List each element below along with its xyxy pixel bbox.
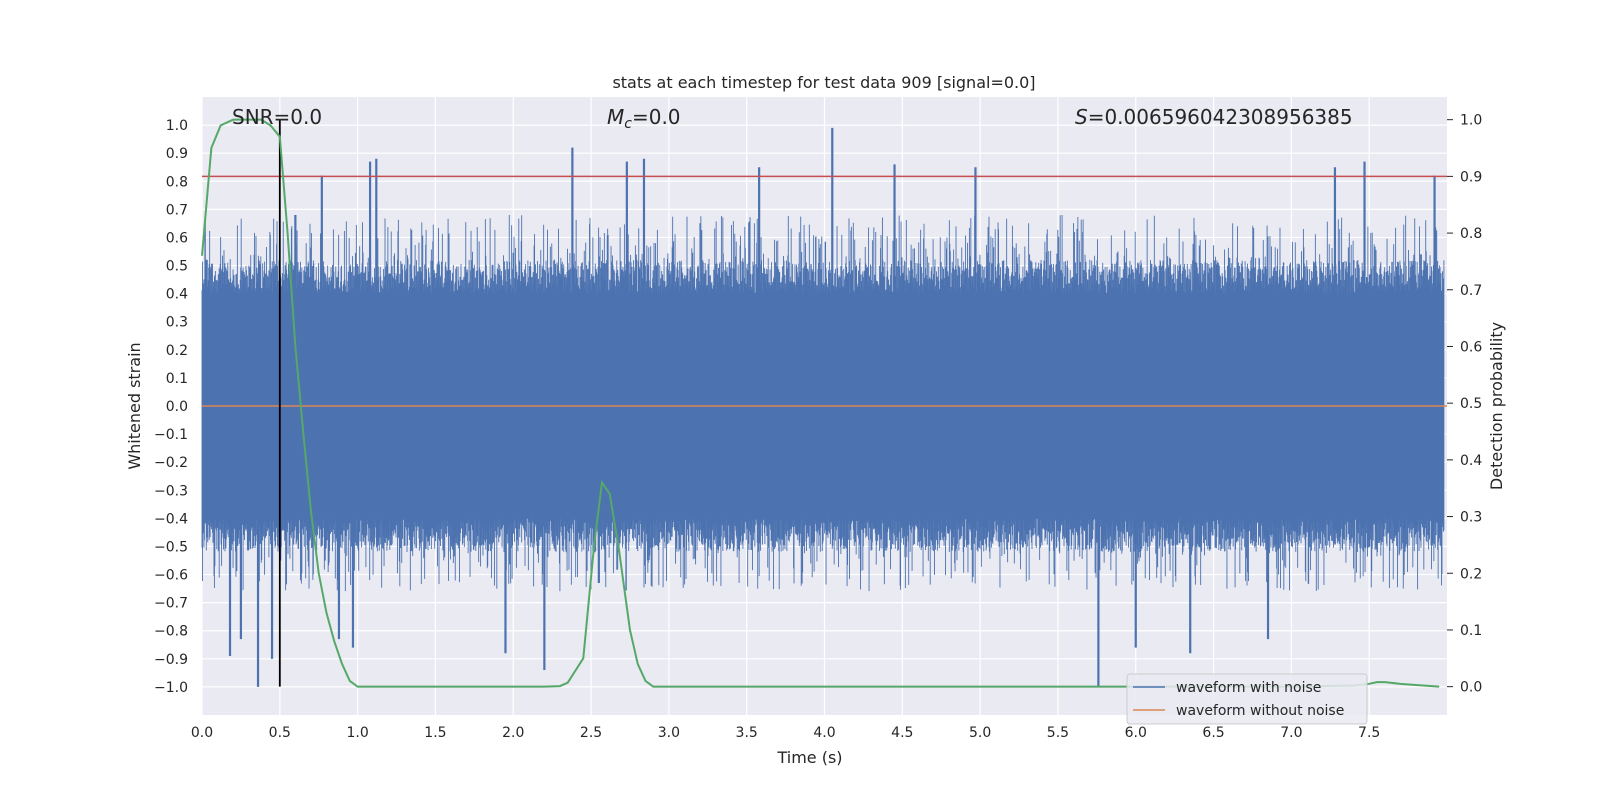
y-tick-label: 0.2 [166,343,188,359]
x-tick-label: 0.5 [269,725,291,741]
y2-tick-label: 0.2 [1460,566,1482,582]
x-tick-label: 7.5 [1358,725,1380,741]
s-annotation: S=0.006596042308956385 [1075,105,1353,129]
y-tick-label: 0.1 [166,371,188,387]
y2-tick-label: 0.6 [1460,339,1482,355]
y-axis-label: Whitened strain [125,342,144,469]
y-tick-label: 0.8 [166,174,188,190]
mc-annotation: Mc=0.0 [607,105,681,132]
mc-value: =0.0 [632,105,681,129]
x-axis-label: Time (s) [776,748,842,767]
mc-symbol: M [607,105,624,129]
y-tick-label: 0.6 [166,230,188,246]
legend-label-clean: waveform without noise [1176,703,1344,719]
y-tick-label: −0.5 [154,539,188,555]
s-symbol: S [1075,105,1088,129]
y-tick-label: 0.0 [166,399,188,415]
y-tick-label: 0.3 [166,315,188,331]
x-tick-label: 1.5 [424,725,446,741]
y2-tick-label: 0.1 [1460,623,1482,639]
y2-axis-label: Detection probability [1487,322,1506,490]
y2-tick-label: 0.5 [1460,396,1482,412]
x-tick-label: 4.0 [813,725,835,741]
legend: waveform with noise waveform without noi… [1126,673,1368,725]
y-tick-label: −0.8 [154,624,188,640]
x-tick-label: 6.0 [1125,725,1147,741]
y-tick-label: −0.4 [154,511,188,527]
chart-title: stats at each timestep for test data 909… [612,73,1035,92]
y-tick-label: −1.0 [154,680,188,696]
y2-tick-label: 0.3 [1460,510,1482,526]
y-tick-label: −0.1 [154,427,188,443]
x-tick-label: 1.0 [346,725,368,741]
x-tick-label: 2.0 [502,725,524,741]
y-tick-label: 0.9 [166,146,188,162]
axes: 0.0 0.5 1.0 1.5 2.0 2.5 3.0 3.5 4.0 4.5 5.0 5.5 6.0 6… [154,113,1482,741]
y-tick-label: 0.4 [166,287,188,303]
x-tick-label: 3.5 [736,725,758,741]
x-tick-label: 3.0 [658,725,680,741]
y2-tick-label: 0.4 [1460,453,1482,469]
y2-tick-label: 1.0 [1460,113,1482,129]
x-tick-label: 0.0 [191,725,213,741]
x-tick-label: 5.0 [969,725,991,741]
y2-tick-label: 0.0 [1460,680,1482,696]
y2-tick-label: 0.9 [1460,169,1482,185]
y-tick-label: −0.6 [154,568,188,584]
y-tick-label: 0.5 [166,259,188,275]
s-value: =0.006596042308956385 [1088,105,1353,129]
y-tick-label: 0.7 [166,202,188,218]
y-tick-label: −0.2 [154,455,188,471]
y2-tick-label: 0.7 [1460,283,1482,299]
x-tick-label: 7.0 [1280,725,1302,741]
x-tick-label: 2.5 [580,725,602,741]
snr-annotation: SNR=0.0 [232,105,322,129]
y2-tick-label: 0.8 [1460,226,1482,242]
mc-subscript: c [624,116,632,132]
x-tick-label: 6.5 [1202,725,1224,741]
x-tick-label: 4.5 [891,725,913,741]
waveform-with-noise-series [201,127,1445,687]
legend-label-noise: waveform with noise [1176,680,1321,696]
y-tick-label: 1.0 [166,118,188,134]
y-tick-label: −0.9 [154,652,188,668]
x-tick-label: 5.5 [1047,725,1069,741]
legend-box [1126,673,1368,725]
y-tick-label: −0.3 [154,483,188,499]
y-tick-label: −0.7 [154,596,188,612]
